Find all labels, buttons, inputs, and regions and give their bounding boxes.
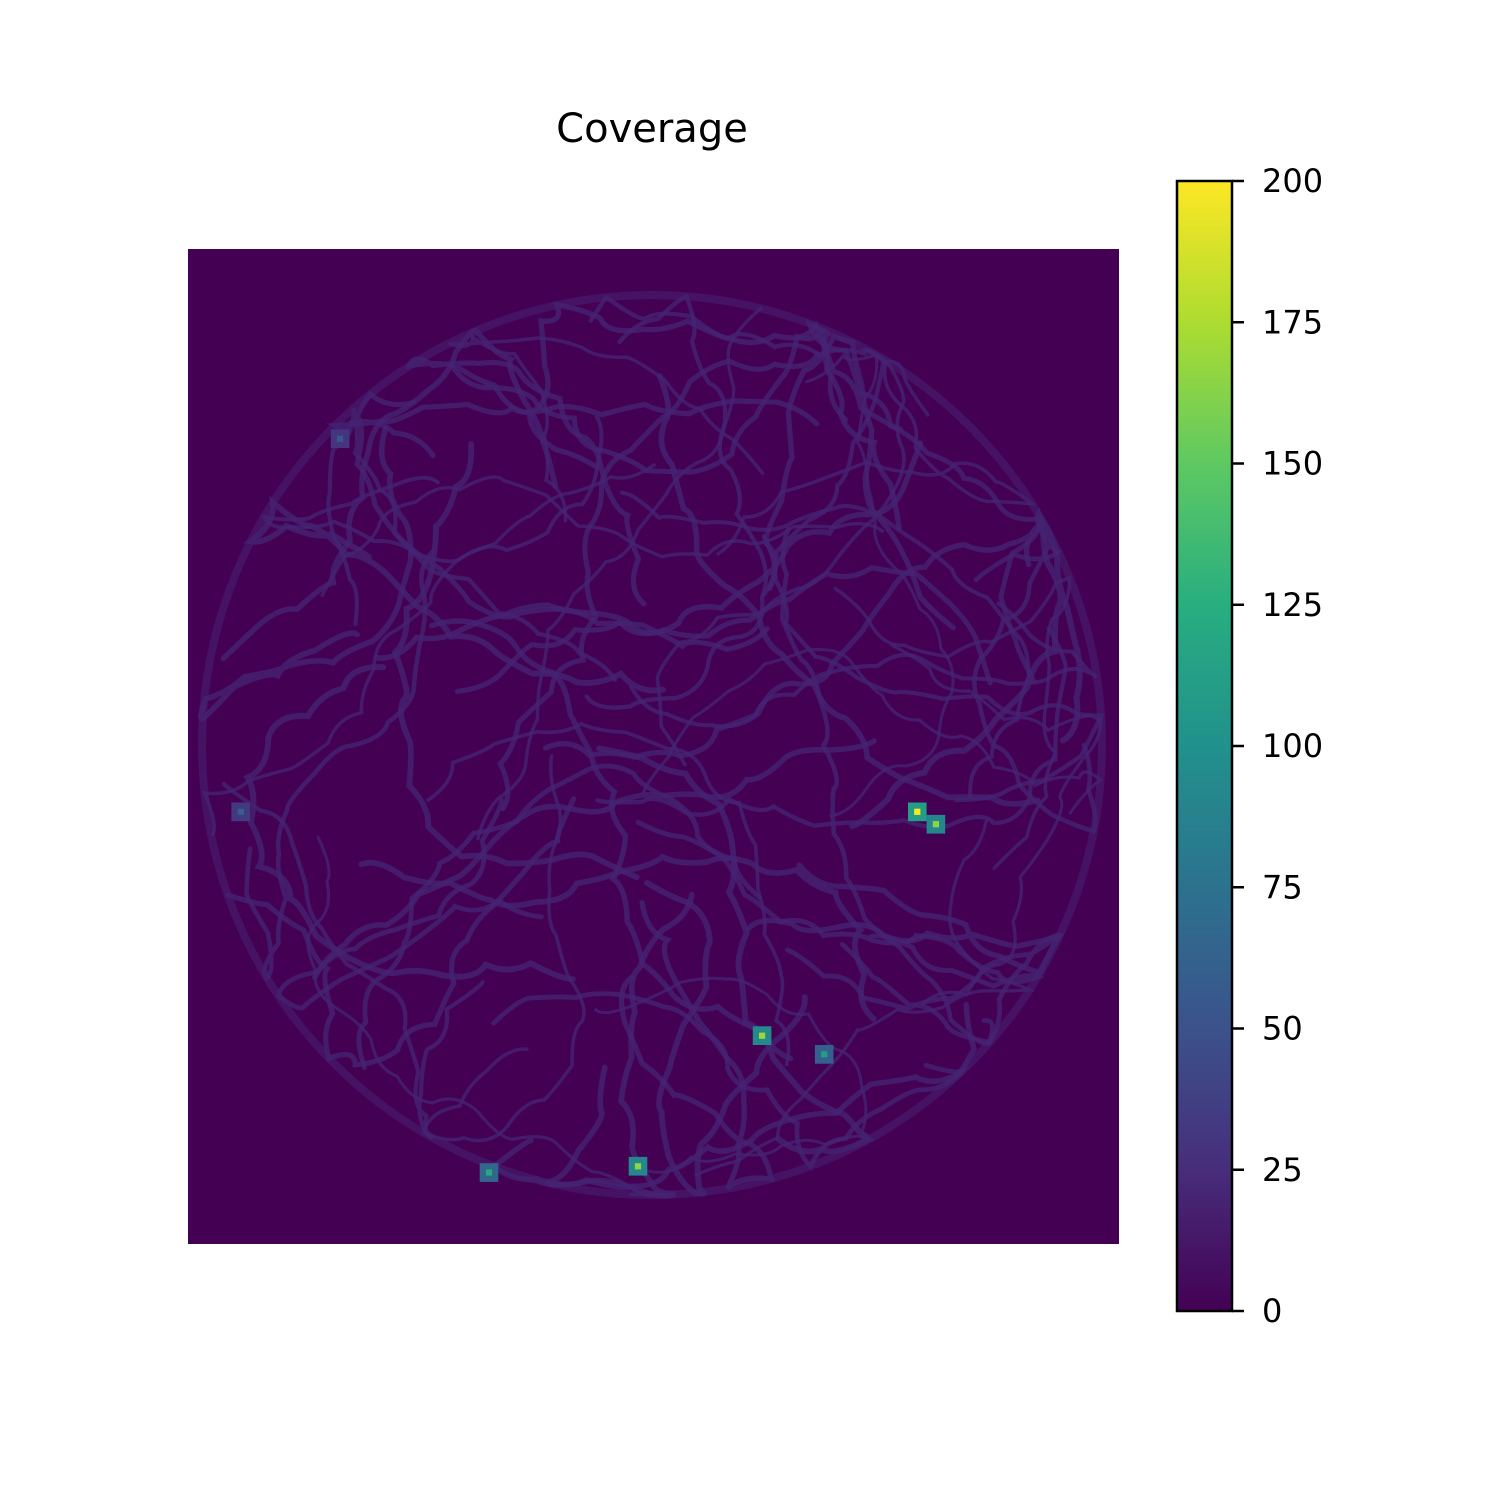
coverage-path [644,880,808,1197]
coverage-path [354,390,770,652]
hotspot-cell [759,1032,766,1039]
colorbar-tick-label: 125 [1262,586,1323,624]
coverage-path [595,626,1068,830]
coverage-path [201,463,656,836]
coverage-path [491,991,970,1171]
coverage-path [326,398,820,459]
coverage-path [448,327,903,475]
colorbar-tick-label: 100 [1262,727,1323,765]
coverage-path [243,495,666,694]
coverage-path [476,306,763,841]
colorbar-tick-label: 0 [1262,1292,1282,1330]
coverage-path [779,526,995,1047]
colorbar-tick-label: 75 [1262,868,1303,906]
coverage-paths [198,291,1106,1199]
coverage-path [221,781,485,1140]
coverage-path [312,738,877,981]
hotspot-cell [485,1169,493,1176]
coverage-path [391,441,640,881]
coverage-path [306,835,674,1198]
coverage-path [656,372,1041,807]
coverage-path [260,414,604,564]
coverage-path [619,490,1031,799]
colorbar-gradient [1175,179,1234,1313]
coverage-path [421,754,586,1143]
chart-title: Coverage [556,106,748,152]
coverage-path [448,334,765,523]
hotspot-cell [634,1163,642,1170]
coverage-path [243,664,576,983]
coverage-path [373,440,924,661]
coverage-path [429,618,794,1062]
coverage-path [890,643,1103,1006]
hotspot-cell [932,821,939,828]
coverage-path [356,763,763,1071]
coverage-path [716,347,1038,556]
coverage-path [641,647,1104,815]
coverage-path [584,293,769,710]
coverage-path [225,796,577,1068]
colorbar: 0 25 50 75 100 125 150 175 200 [1175,162,1323,1330]
heatmap-plot [188,249,1119,1244]
coverage-path [849,511,1083,829]
coverage-path [532,301,902,532]
colorbar-tick-label: 25 [1262,1151,1303,1189]
colorbar-ticks: 0 25 50 75 100 125 150 175 200 [1232,162,1323,1330]
coverage-path [244,549,435,982]
colorbar-tick-label: 200 [1262,162,1323,200]
coverage-path [358,853,877,1022]
coverage-path [594,976,874,1174]
colorbar-tick-label: 175 [1262,303,1323,341]
hotspot-cell [337,435,344,442]
coverage-path [220,327,559,662]
coverage-hotspots [231,429,946,1182]
hotspot-cell [821,1051,828,1058]
coverage-path [454,565,993,694]
coverage-path [198,425,414,722]
hotspot-cell [914,808,921,815]
coverage-path [426,721,791,1067]
coverage-path [655,359,930,767]
coverage-boundary [198,291,1106,1199]
hotspot-cell [237,808,244,815]
coverage-path [694,819,1036,1177]
coverage-path [805,352,955,817]
colorbar-tick-label: 50 [1262,1010,1303,1048]
coverage-path [761,534,1105,803]
colorbar-tick-label: 150 [1262,445,1323,483]
